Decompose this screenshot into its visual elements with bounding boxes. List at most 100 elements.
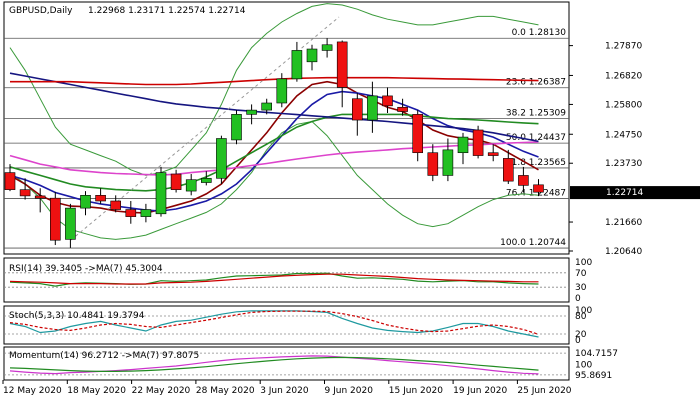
bullish-candle <box>185 174 197 196</box>
price-tick-label: 1.20640 <box>605 247 642 257</box>
momentum-panel[interactable]: Momentum(14) 96.2712 ->MA(7) 97.8075 104… <box>3 346 618 381</box>
candle-body <box>140 209 152 217</box>
momentum-panel-frame <box>3 346 570 381</box>
candle-body <box>185 179 197 192</box>
moving-average-line <box>9 80 539 214</box>
bearish-candle <box>397 98 408 116</box>
bearish-candle <box>502 149 514 184</box>
candle-body <box>261 102 273 111</box>
candle-body <box>367 95 378 121</box>
bollinger-lower <box>9 120 539 240</box>
candle-body <box>65 207 76 240</box>
bearish-candle <box>412 110 424 162</box>
level-label: 30 <box>575 283 587 293</box>
current-price-marker: 1.22714 <box>570 186 700 200</box>
bullish-candle <box>442 138 454 182</box>
momentum-lines <box>9 355 539 375</box>
level-label: 0 <box>575 336 581 346</box>
bearish-candle <box>49 191 61 246</box>
candle-body <box>19 189 31 197</box>
price-panel[interactable]: 0.0 1.28130 23.6 1.26387 38.2 1.25309 50.0 … <box>3 1 570 255</box>
bullish-candle <box>140 203 152 223</box>
time-tick-label: 18 May 2020 <box>67 386 126 396</box>
level-label: 20 <box>575 330 587 340</box>
time-tick-label: 3 Jun 2020 <box>260 386 309 396</box>
price-tick-label: 1.23730 <box>605 159 642 169</box>
moving-average-line <box>10 76 539 86</box>
candle-body <box>336 41 348 88</box>
candle-body <box>4 172 16 190</box>
level-label: 100 <box>575 361 592 371</box>
price-axis: 1.27870 1.26820 1.25800 1.24750 1.23730 1.216… <box>569 42 642 257</box>
bearish-candle <box>351 93 363 136</box>
bullish-candle <box>276 73 288 108</box>
level-label: 70 <box>575 269 587 279</box>
moving-average-line <box>9 141 539 176</box>
current-price-label: 1.22714 <box>606 188 643 198</box>
moving-average-line <box>9 72 539 143</box>
moving-average-line <box>9 90 539 212</box>
bullish-candle <box>291 41 303 82</box>
price-tick-label: 1.25800 <box>605 100 642 110</box>
candle-body <box>155 172 167 215</box>
time-tick-label: 15 Jun 2020 <box>389 386 443 396</box>
stochastic-panel-frame <box>3 305 570 345</box>
candle-body <box>321 44 333 51</box>
time-tick-label: 12 May 2020 <box>3 386 62 396</box>
rsi-title: RSI(14) 39.3405 ->MA(7) 45.3004 <box>9 264 163 274</box>
fib-label: 100.0 1.20744 <box>500 238 566 248</box>
bearish-candle <box>487 144 499 162</box>
bearish-candle <box>518 166 529 193</box>
candle-body <box>246 109 257 115</box>
moving-average-line <box>9 113 539 192</box>
price-tick-label: 1.26820 <box>605 71 642 81</box>
bollinger-bands <box>9 3 539 240</box>
fib-label: 38.2 1.25309 <box>506 108 566 118</box>
candle-body <box>231 114 242 141</box>
time-tick-label: 25 Jun 2020 <box>517 386 571 396</box>
bollinger-upper <box>9 3 539 176</box>
candle-body <box>427 152 439 176</box>
bearish-candle <box>4 164 16 192</box>
stochastic-lines <box>9 310 539 338</box>
symbol-label: GBPUSD,Daily <box>9 6 73 16</box>
candle-body <box>487 152 499 156</box>
price-panel-frame <box>3 1 570 255</box>
bullish-candle <box>306 44 318 71</box>
candle-body <box>412 114 424 154</box>
candle-body <box>201 177 212 183</box>
candlesticks <box>4 38 544 248</box>
fibonacci-levels: 0.0 1.28130 23.6 1.26387 38.2 1.25309 50.0 … <box>4 28 569 249</box>
fib-label: 23.6 1.26387 <box>506 78 566 88</box>
candle-body <box>472 129 484 156</box>
price-tick-label: 1.21660 <box>605 218 642 228</box>
bullish-candle <box>231 110 242 145</box>
candle-body <box>291 50 303 80</box>
level-label: 104.7157 <box>575 349 618 359</box>
candle-body <box>110 200 121 210</box>
candle-body <box>382 95 393 107</box>
momentum-title: Momentum(14) 96.2712 ->MA(7) 97.8075 <box>9 351 199 361</box>
fib-label: 50.0 1.24437 <box>506 133 566 143</box>
candle-body <box>518 175 529 186</box>
candle-body <box>533 184 544 193</box>
level-label: 80 <box>575 312 587 322</box>
bearish-candle <box>336 40 348 108</box>
fib-label: 61.8 1.23565 <box>506 158 566 168</box>
candle-body <box>216 138 227 179</box>
bearish-candle <box>19 178 31 200</box>
candle-body <box>49 197 61 241</box>
bearish-candle <box>533 179 544 197</box>
time-tick-label: 22 May 2020 <box>132 386 191 396</box>
indicator-line <box>9 356 539 372</box>
bearish-candle <box>427 144 439 182</box>
level-label: 100 <box>575 306 592 316</box>
candle-body <box>442 149 454 176</box>
price-tick-label: 1.24750 <box>605 130 642 140</box>
candle-body <box>397 106 408 112</box>
